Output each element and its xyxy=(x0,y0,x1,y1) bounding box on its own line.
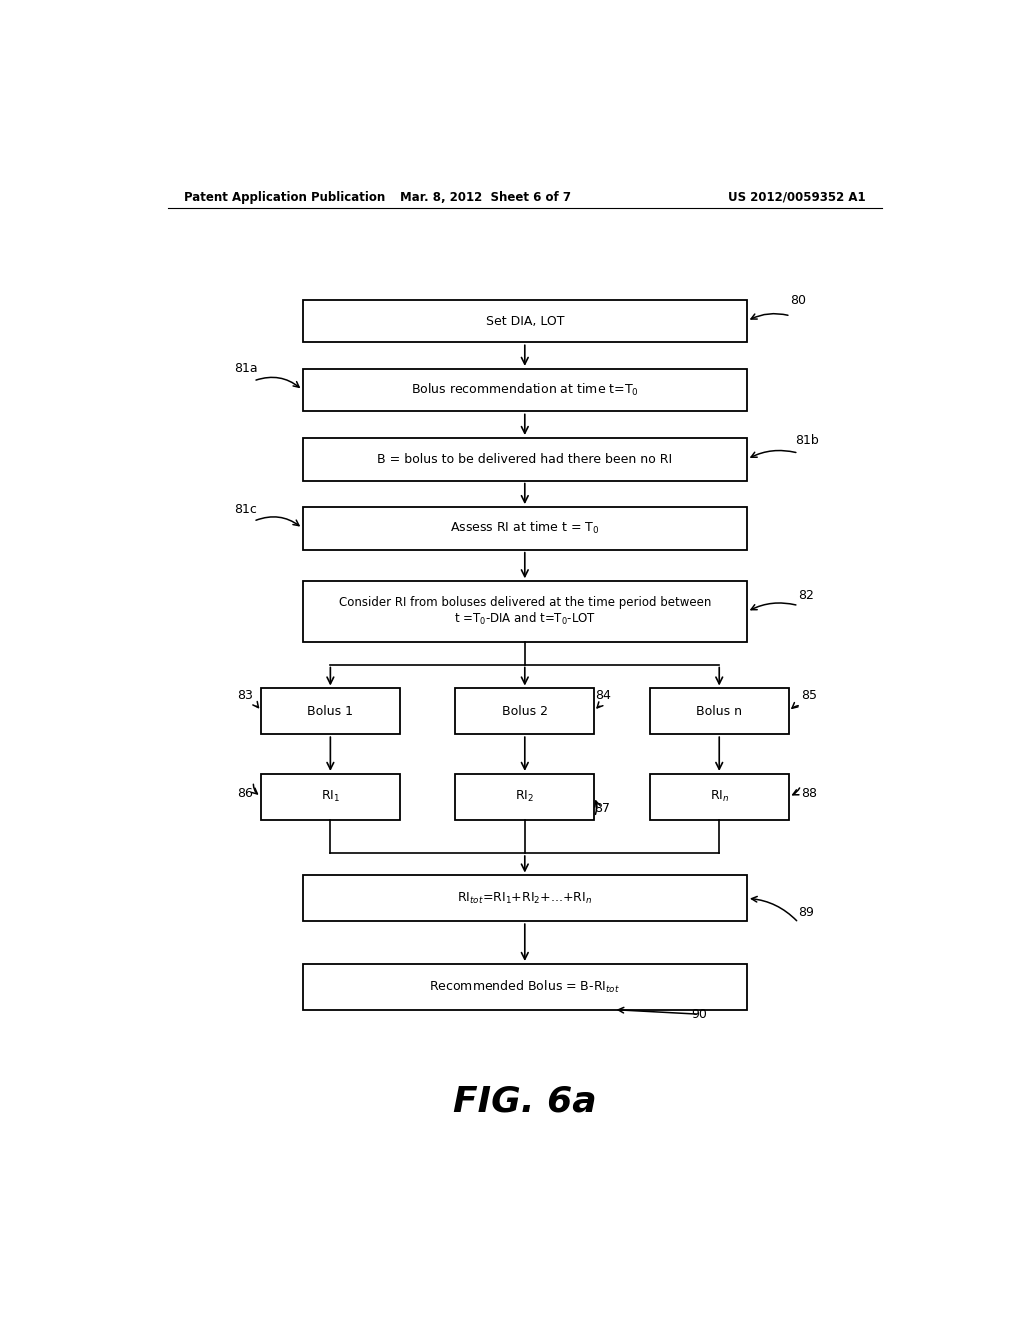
FancyBboxPatch shape xyxy=(303,964,748,1010)
FancyBboxPatch shape xyxy=(456,689,594,734)
Text: 80: 80 xyxy=(791,294,807,308)
Text: 87: 87 xyxy=(595,803,610,816)
Text: 89: 89 xyxy=(799,906,814,919)
FancyBboxPatch shape xyxy=(456,774,594,820)
Text: RI$_n$: RI$_n$ xyxy=(710,789,729,804)
Text: 83: 83 xyxy=(238,689,253,701)
Text: Bolus 1: Bolus 1 xyxy=(307,705,353,718)
Text: Consider RI from boluses delivered at the time period between
t =T$_0$-DIA and t: Consider RI from boluses delivered at th… xyxy=(339,595,711,627)
Text: 81a: 81a xyxy=(233,362,257,375)
Text: 86: 86 xyxy=(238,787,253,800)
Text: 90: 90 xyxy=(691,1007,708,1020)
Text: 81b: 81b xyxy=(795,434,818,447)
Text: 88: 88 xyxy=(801,787,817,800)
FancyBboxPatch shape xyxy=(303,368,748,412)
FancyBboxPatch shape xyxy=(303,300,748,342)
Text: FIG. 6a: FIG. 6a xyxy=(453,1085,597,1118)
Text: Set DIA, LOT: Set DIA, LOT xyxy=(485,314,564,327)
Text: RI$_2$: RI$_2$ xyxy=(515,789,535,804)
Text: Recommended Bolus = B-RI$_{tot}$: Recommended Bolus = B-RI$_{tot}$ xyxy=(429,978,621,995)
Text: Bolus 2: Bolus 2 xyxy=(502,705,548,718)
Text: 84: 84 xyxy=(595,689,610,701)
Text: Bolus recommendation at time t=T$_0$: Bolus recommendation at time t=T$_0$ xyxy=(411,381,639,399)
FancyBboxPatch shape xyxy=(303,438,748,480)
Text: 85: 85 xyxy=(801,689,817,701)
Text: US 2012/0059352 A1: US 2012/0059352 A1 xyxy=(728,190,866,203)
Text: B = bolus to be delivered had there been no RI: B = bolus to be delivered had there been… xyxy=(377,453,673,466)
Text: Patent Application Publication: Patent Application Publication xyxy=(183,190,385,203)
FancyBboxPatch shape xyxy=(261,774,399,820)
Text: Assess RI at time t = T$_0$: Assess RI at time t = T$_0$ xyxy=(451,520,599,536)
Text: RI$_{tot}$=RI$_1$+RI$_2$+...+RI$_n$: RI$_{tot}$=RI$_1$+RI$_2$+...+RI$_n$ xyxy=(458,891,592,906)
Text: 81c: 81c xyxy=(234,503,257,516)
FancyBboxPatch shape xyxy=(261,689,399,734)
Text: RI$_1$: RI$_1$ xyxy=(321,789,340,804)
FancyBboxPatch shape xyxy=(303,581,748,643)
Text: 82: 82 xyxy=(799,589,814,602)
FancyBboxPatch shape xyxy=(303,507,748,549)
FancyBboxPatch shape xyxy=(303,875,748,921)
Text: Mar. 8, 2012  Sheet 6 of 7: Mar. 8, 2012 Sheet 6 of 7 xyxy=(399,190,570,203)
Text: Bolus n: Bolus n xyxy=(696,705,742,718)
FancyBboxPatch shape xyxy=(650,774,788,820)
FancyBboxPatch shape xyxy=(650,689,788,734)
